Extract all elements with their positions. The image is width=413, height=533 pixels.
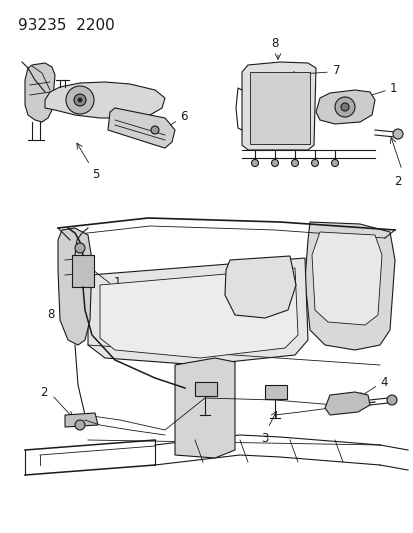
Text: 2: 2 (393, 175, 401, 188)
Text: 6: 6 (180, 110, 187, 124)
Polygon shape (175, 358, 235, 458)
Text: 3: 3 (261, 432, 268, 445)
Text: 8: 8 (271, 37, 278, 50)
Circle shape (66, 86, 94, 114)
Text: 2: 2 (40, 385, 48, 399)
Circle shape (291, 159, 298, 166)
Polygon shape (108, 108, 175, 148)
Text: 4: 4 (379, 376, 387, 389)
Polygon shape (25, 63, 55, 122)
Bar (264, 385, 286, 399)
Circle shape (75, 243, 85, 253)
Polygon shape (242, 62, 315, 150)
Text: 1: 1 (389, 82, 396, 94)
Polygon shape (100, 268, 297, 358)
Polygon shape (311, 232, 381, 325)
Text: 93235  2200: 93235 2200 (18, 18, 114, 33)
Bar (72, 255, 94, 287)
Text: 7: 7 (332, 63, 339, 77)
Text: 3: 3 (188, 428, 195, 441)
Polygon shape (88, 258, 307, 365)
Polygon shape (65, 413, 98, 427)
Polygon shape (315, 90, 374, 124)
Text: 1: 1 (114, 277, 121, 289)
Circle shape (78, 98, 82, 102)
Circle shape (271, 159, 278, 166)
Polygon shape (224, 256, 295, 318)
Circle shape (151, 126, 159, 134)
Circle shape (334, 97, 354, 117)
Circle shape (75, 420, 85, 430)
Bar (195, 382, 216, 396)
Circle shape (74, 94, 86, 106)
Circle shape (331, 159, 338, 166)
Polygon shape (304, 222, 394, 350)
Bar (249, 72, 309, 144)
Text: 8: 8 (47, 309, 55, 321)
Circle shape (311, 159, 318, 166)
Circle shape (386, 395, 396, 405)
Polygon shape (324, 392, 369, 415)
Circle shape (251, 159, 258, 166)
Polygon shape (45, 82, 165, 118)
Polygon shape (58, 228, 92, 345)
Text: 5: 5 (92, 168, 99, 181)
Circle shape (340, 103, 348, 111)
Circle shape (392, 129, 402, 139)
